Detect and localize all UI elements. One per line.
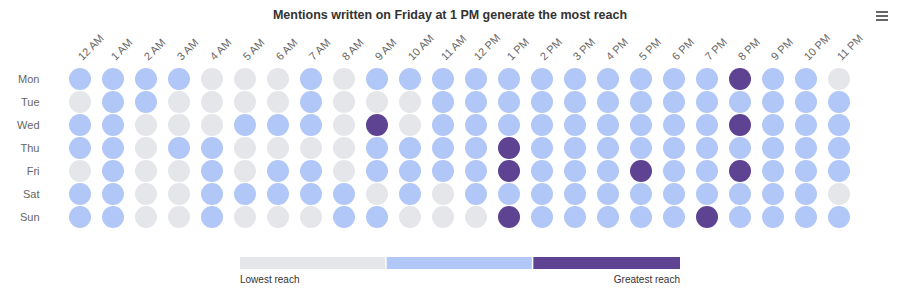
svg-text:10 AM: 10 AM — [405, 32, 436, 63]
svg-text:Lowest reach: Lowest reach — [240, 274, 299, 285]
svg-text:7 PM: 7 PM — [702, 36, 729, 63]
svg-text:12 AM: 12 AM — [75, 32, 106, 63]
svg-text:6 PM: 6 PM — [669, 36, 696, 63]
svg-text:5 AM: 5 AM — [240, 36, 266, 62]
svg-text:Tue: Tue — [21, 96, 40, 108]
svg-text:8 AM: 8 AM — [339, 36, 365, 62]
svg-text:Sat: Sat — [23, 188, 40, 200]
svg-text:5 PM: 5 PM — [636, 36, 663, 63]
svg-text:Mon: Mon — [18, 73, 39, 85]
svg-text:9 AM: 9 AM — [372, 36, 398, 62]
svg-text:2 AM: 2 AM — [141, 36, 167, 62]
svg-text:1 PM: 1 PM — [504, 36, 531, 63]
svg-text:4 AM: 4 AM — [207, 36, 233, 62]
svg-text:3 PM: 3 PM — [570, 36, 597, 63]
svg-text:6 AM: 6 AM — [273, 36, 299, 62]
svg-text:7 AM: 7 AM — [306, 36, 332, 62]
svg-text:12 PM: 12 PM — [471, 31, 502, 62]
svg-text:10 PM: 10 PM — [801, 31, 832, 62]
svg-text:4 PM: 4 PM — [603, 36, 630, 63]
svg-text:11 AM: 11 AM — [438, 32, 468, 62]
svg-text:9 PM: 9 PM — [768, 36, 795, 63]
svg-text:2 PM: 2 PM — [537, 36, 564, 63]
svg-text:11 PM: 11 PM — [834, 32, 864, 62]
svg-text:Wed: Wed — [17, 119, 39, 131]
svg-text:Greatest reach: Greatest reach — [614, 274, 680, 285]
svg-text:Thu: Thu — [21, 142, 40, 154]
svg-text:Fri: Fri — [27, 165, 40, 177]
html-text:Mentions written on Friday at: Mentions written on Friday at 1 PM gener… — [272, 8, 628, 22]
svg-text:Sun: Sun — [20, 211, 40, 223]
svg-text:8 PM: 8 PM — [735, 36, 762, 63]
svg-text:3 AM: 3 AM — [174, 36, 200, 62]
svg-text:1 AM: 1 AM — [108, 36, 134, 62]
